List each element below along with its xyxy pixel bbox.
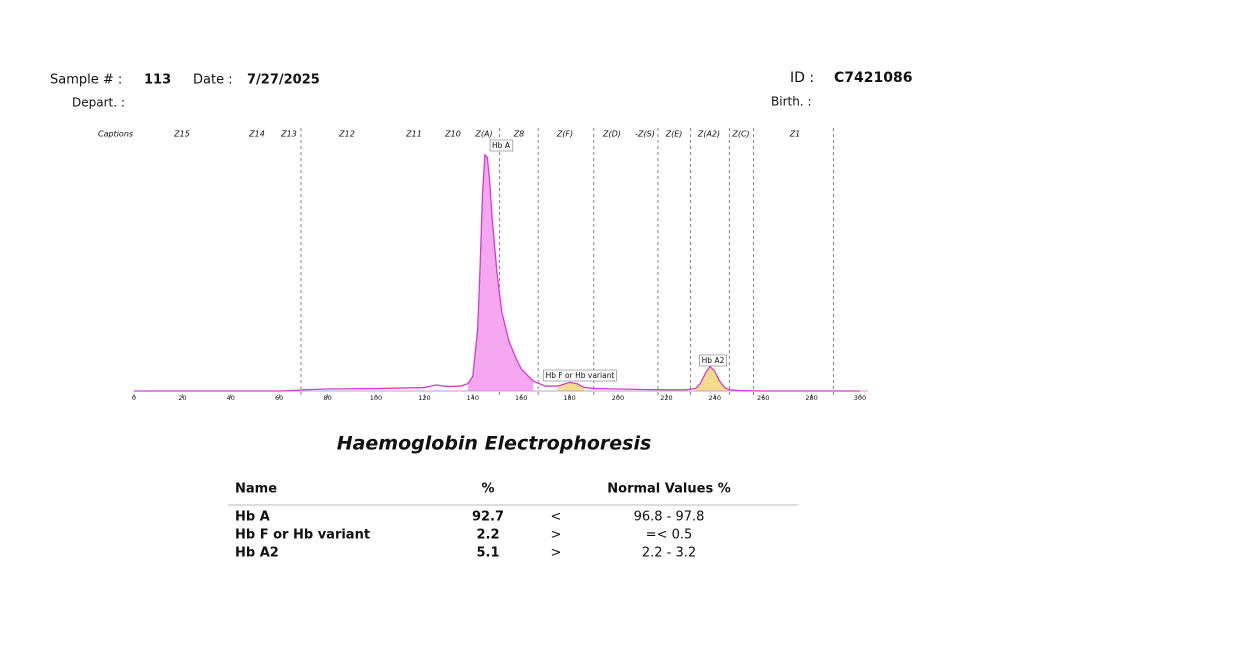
- table-cell: 96.8 - 97.8: [634, 510, 705, 525]
- sample-number: 113: [144, 73, 171, 88]
- table-cell: 92.7: [472, 510, 504, 525]
- sample-label: Sample # :: [50, 73, 122, 88]
- x-tick-label: 260: [757, 394, 769, 402]
- birth-label: Birth. :: [771, 95, 811, 109]
- zone-caption: Z(E): [665, 130, 683, 139]
- peak-label: Hb F or Hb variant: [546, 371, 615, 380]
- trace: [134, 153, 860, 392]
- peak-area: [557, 382, 585, 391]
- id: C7421086: [834, 70, 912, 86]
- table-cell: Hb A: [235, 510, 270, 525]
- peak-area: [467, 154, 534, 391]
- table-cell: Hb A2: [235, 546, 279, 561]
- table-cell: Hb F or Hb variant: [235, 528, 370, 543]
- zone-caption: Z(A): [474, 130, 492, 139]
- x-tick-label: 140: [467, 394, 479, 402]
- peak-label: Hb A: [492, 141, 511, 150]
- peak-label-box: [699, 354, 727, 367]
- x-tick-label: 180: [563, 394, 575, 402]
- table-cell: =< 0.5: [646, 528, 693, 543]
- zone-caption: Z10: [444, 130, 461, 139]
- x-tick-label: 0: [132, 394, 136, 402]
- zone-caption: Z(F): [556, 130, 573, 139]
- peak-label-box: [489, 139, 514, 152]
- x-tick-label: 280: [805, 394, 817, 402]
- x-tick-label: 160: [515, 394, 527, 402]
- results-table: Name% Normal Values % Hb A 92.7 <96.8 - 97.8…: [235, 482, 731, 561]
- x-tick-label: 100: [370, 394, 382, 402]
- column-header: Name: [235, 482, 277, 497]
- table-cell: 2.2: [476, 528, 499, 543]
- x-tick-label: 200: [612, 394, 624, 402]
- x-tick-label: 220: [660, 394, 672, 402]
- x-tick-label: 240: [709, 394, 721, 402]
- zone-caption: Z13: [280, 130, 297, 139]
- peak-label: Hb A2: [702, 356, 725, 365]
- captions-label: Captions: [98, 130, 133, 139]
- date: 7/27/2025: [247, 73, 320, 88]
- x-tick-label: 40: [227, 394, 235, 402]
- zone-caption: Z11: [405, 130, 422, 139]
- zone-caption: Z14: [248, 130, 265, 139]
- x-tick-label: 300: [854, 394, 866, 402]
- zone-caption: Z8: [513, 130, 525, 139]
- report-title: Haemoglobin Electrophoresis: [337, 433, 652, 455]
- electropherogram: Z15 Z14 Z13 Z12 Z11 Z10 Z(A) Z8 Z(F) Z(D) -Z(S) Z(E…: [132, 128, 868, 402]
- id-label: ID :: [790, 70, 814, 86]
- zone-caption: Z1: [789, 130, 801, 139]
- zone-caption: Z15: [173, 130, 190, 139]
- x-tick-label: 60: [275, 394, 283, 402]
- table-cell: >: [551, 528, 562, 543]
- column-header: %: [481, 482, 494, 497]
- table-cell: >: [551, 546, 562, 561]
- zone-caption: Z12: [338, 130, 355, 139]
- peak-label-box: [543, 369, 617, 382]
- table-cell: 5.1: [476, 546, 499, 561]
- table-cell: <: [551, 510, 562, 525]
- x-tick-label: 80: [323, 394, 331, 402]
- x-tick-label: 20: [178, 394, 186, 402]
- zone-caption: -Z(S): [635, 130, 655, 139]
- table-cell: 2.2 - 3.2: [642, 546, 696, 561]
- zone-caption: Z(D): [602, 130, 621, 139]
- depart-label: Depart. :: [72, 96, 125, 110]
- column-header: Normal Values %: [607, 482, 730, 497]
- peak-area: [695, 366, 730, 391]
- zone-caption: Z(A2): [697, 130, 720, 139]
- x-tick-label: 120: [418, 394, 430, 402]
- date-label: Date :: [193, 73, 233, 88]
- zone-caption: Z(C): [731, 130, 749, 139]
